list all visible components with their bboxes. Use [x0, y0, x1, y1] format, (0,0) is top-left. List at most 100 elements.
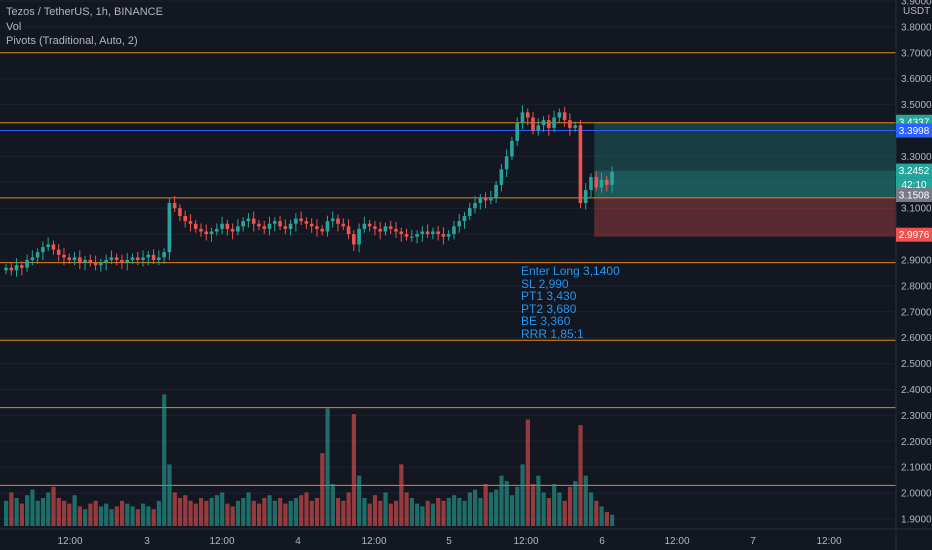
- candle-body[interactable]: [473, 203, 477, 209]
- candle-body[interactable]: [330, 218, 335, 222]
- candle-body[interactable]: [431, 231, 435, 235]
- candle-body[interactable]: [193, 223, 198, 229]
- candle-body[interactable]: [436, 231, 440, 235]
- candle-body[interactable]: [604, 179, 609, 185]
- candle-body[interactable]: [188, 221, 193, 224]
- candle-body[interactable]: [552, 117, 556, 128]
- candle-body[interactable]: [536, 125, 541, 131]
- candle-body[interactable]: [209, 231, 214, 235]
- candle-body[interactable]: [320, 228, 324, 232]
- candle-body[interactable]: [51, 244, 56, 250]
- candle-body[interactable]: [262, 226, 267, 229]
- candle-body[interactable]: [172, 203, 177, 209]
- candle-body[interactable]: [46, 244, 50, 248]
- candle-body[interactable]: [162, 252, 166, 258]
- candle-body[interactable]: [230, 228, 235, 232]
- candle-body[interactable]: [93, 262, 98, 266]
- candle-body[interactable]: [378, 228, 382, 232]
- candle-body[interactable]: [294, 218, 298, 224]
- candle-body[interactable]: [130, 257, 135, 260]
- pivots-legend[interactable]: Pivots (Traditional, Auto, 2): [6, 35, 138, 47]
- candle-body[interactable]: [157, 257, 161, 260]
- price-badge[interactable]: [896, 188, 932, 203]
- candle-body[interactable]: [341, 223, 346, 227]
- candle-body[interactable]: [394, 228, 398, 232]
- candle-body[interactable]: [220, 223, 224, 229]
- candle-body[interactable]: [573, 125, 577, 128]
- candle-body[interactable]: [594, 177, 599, 188]
- candle-body[interactable]: [367, 223, 372, 227]
- candle-body[interactable]: [30, 257, 35, 260]
- candle-body[interactable]: [504, 156, 509, 170]
- candle-body[interactable]: [510, 140, 514, 157]
- volume-legend[interactable]: Vol: [6, 21, 22, 33]
- candle-body[interactable]: [183, 215, 187, 222]
- candle-body[interactable]: [452, 226, 456, 235]
- candle-body[interactable]: [336, 218, 340, 224]
- candle-body[interactable]: [35, 252, 40, 258]
- candle-body[interactable]: [62, 254, 66, 258]
- candle-body[interactable]: [199, 228, 203, 232]
- candle-body[interactable]: [499, 169, 504, 185]
- candle-body[interactable]: [583, 190, 588, 204]
- candle-body[interactable]: [599, 179, 604, 188]
- candle-body[interactable]: [257, 223, 261, 227]
- target-zone[interactable]: [594, 122, 896, 198]
- candle-body[interactable]: [272, 221, 277, 224]
- candle-body[interactable]: [88, 260, 93, 263]
- candle-body[interactable]: [562, 112, 567, 121]
- candle-body[interactable]: [346, 226, 351, 235]
- candle-body[interactable]: [388, 226, 393, 229]
- candle-body[interactable]: [494, 184, 498, 198]
- candle-body[interactable]: [441, 234, 446, 237]
- candle-body[interactable]: [83, 260, 87, 263]
- candle-body[interactable]: [399, 231, 404, 235]
- candle-body[interactable]: [225, 223, 230, 229]
- candle-body[interactable]: [215, 228, 219, 232]
- candle-body[interactable]: [462, 215, 467, 222]
- candle-body[interactable]: [178, 208, 182, 216]
- candle-body[interactable]: [541, 120, 546, 126]
- candle-body[interactable]: [415, 234, 419, 237]
- candle-body[interactable]: [515, 122, 519, 141]
- stop-zone[interactable]: [594, 197, 896, 237]
- candle-body[interactable]: [520, 112, 525, 123]
- candle-body[interactable]: [610, 171, 614, 185]
- candle-body[interactable]: [77, 257, 82, 263]
- candle-body[interactable]: [425, 231, 430, 235]
- candle-body[interactable]: [457, 221, 462, 227]
- candle-body[interactable]: [483, 197, 488, 201]
- candle-body[interactable]: [4, 267, 8, 271]
- candle-body[interactable]: [41, 247, 45, 253]
- price-badge[interactable]: [896, 123, 932, 138]
- candle-body[interactable]: [531, 117, 535, 131]
- candle-body[interactable]: [383, 226, 388, 232]
- candle-body[interactable]: [135, 257, 140, 260]
- candle-body[interactable]: [409, 236, 414, 238]
- candle-body[interactable]: [288, 223, 293, 229]
- candle-body[interactable]: [109, 257, 114, 260]
- candle-body[interactable]: [578, 125, 583, 204]
- candle-body[interactable]: [446, 234, 451, 237]
- candle-body[interactable]: [246, 218, 251, 222]
- candle-body[interactable]: [315, 226, 319, 229]
- candle-body[interactable]: [167, 203, 172, 253]
- candle-body[interactable]: [56, 249, 61, 255]
- candle-body[interactable]: [251, 218, 256, 224]
- candle-body[interactable]: [525, 112, 530, 118]
- symbol-legend[interactable]: Tezos / TetherUS, 1h, BINANCE: [6, 6, 163, 18]
- candle-body[interactable]: [236, 226, 240, 232]
- candle-body[interactable]: [309, 223, 314, 227]
- candle-body[interactable]: [99, 262, 103, 266]
- candle-body[interactable]: [283, 226, 288, 229]
- candle-body[interactable]: [420, 231, 425, 235]
- candle-body[interactable]: [241, 221, 245, 227]
- candle-body[interactable]: [568, 120, 572, 128]
- candle-body[interactable]: [151, 254, 156, 260]
- candle-body[interactable]: [104, 260, 108, 263]
- candle-body[interactable]: [589, 177, 593, 191]
- candle-body[interactable]: [72, 257, 77, 260]
- candle-body[interactable]: [352, 234, 356, 245]
- candle-body[interactable]: [25, 260, 29, 268]
